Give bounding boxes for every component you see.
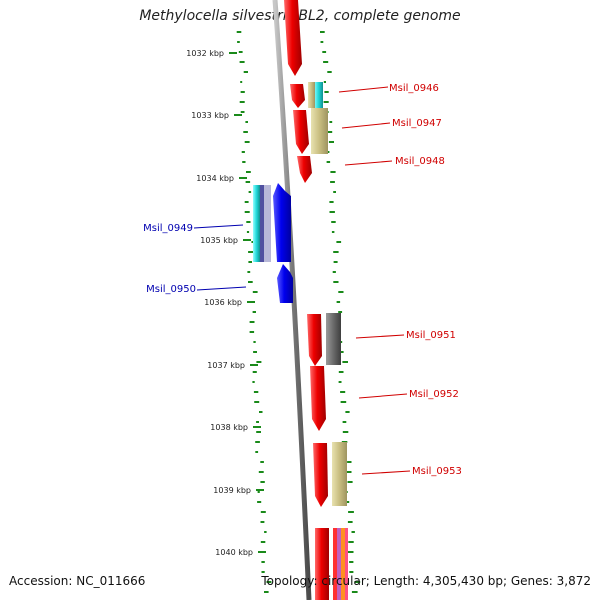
gene-arrow-forward[interactable] [313, 443, 328, 507]
ruler-tick: 1035 kbp [200, 236, 251, 245]
feature-block-gray[interactable] [326, 313, 341, 365]
ruler-tick-label: 1034 kbp [196, 174, 234, 183]
feature-block-multicolor[interactable] [341, 528, 345, 600]
gene-label-msil-0953[interactable]: Msil_0953 [412, 466, 462, 477]
label-leader-line [344, 160, 393, 166]
ruler-tick: 1036 kbp [204, 298, 255, 307]
ruler-tick-label: 1032 kbp [186, 49, 224, 58]
ruler-tick-label: 1037 kbp [207, 361, 245, 370]
accession-text: Accession: NC_011666 [9, 574, 146, 588]
label-leader-line [196, 286, 247, 291]
feature-block-khaki[interactable] [332, 442, 347, 506]
ruler: 1032 kbp 1033 kbp 1034 kbp 1035 kbp 1036… [186, 49, 266, 557]
gene-arrow-forward[interactable] [290, 84, 305, 108]
label-leader-line [361, 470, 411, 475]
gene-arrow-reverse[interactable] [277, 264, 293, 303]
feature-block-purple[interactable] [260, 185, 264, 262]
gene-label-msil-0952[interactable]: Msil_0952 [409, 389, 459, 400]
feature-block-khaki[interactable] [308, 82, 315, 108]
feature-block-lavender[interactable] [264, 185, 271, 262]
feature-block-multicolor[interactable] [333, 528, 337, 600]
label-leader-line [338, 86, 389, 93]
gene-arrow-forward[interactable] [310, 366, 326, 431]
ruler-tick-label: 1035 kbp [200, 236, 238, 245]
ruler-tick: 1034 kbp [196, 174, 247, 183]
ruler-tick: 1032 kbp [186, 49, 237, 58]
gene-arrow-forward[interactable] [297, 156, 312, 183]
ruler-tick-label: 1038 kbp [210, 423, 248, 432]
gene-label-msil-0950[interactable]: Msil_0950 [146, 284, 196, 295]
map-title: Methylocella silvestris BL2, complete ge… [139, 8, 461, 24]
label-leader-line [358, 393, 408, 399]
feature-block-cyan[interactable] [253, 185, 260, 262]
ruler-tick: 1037 kbp [207, 361, 258, 370]
gene-labels: Msil_0946 Msil_0947 Msil_0948 Msil_0949 … [143, 83, 462, 477]
ruler-tick: 1038 kbp [210, 423, 261, 432]
feature-block-multicolor[interactable] [345, 528, 348, 600]
gene-arrow-forward[interactable] [307, 314, 322, 366]
ruler-tick: 1039 kbp [213, 486, 264, 495]
label-leader-line [341, 122, 391, 129]
gene-arrow-forward[interactable] [293, 110, 309, 154]
reverse-strand-genes [253, 183, 293, 303]
ruler-tick-label: 1033 kbp [191, 111, 229, 120]
gene-label-msil-0949[interactable]: Msil_0949 [143, 223, 193, 234]
gene-arrow-forward[interactable] [284, 0, 302, 76]
ruler-tick-label: 1040 kbp [215, 548, 253, 557]
ruler-tick: 1033 kbp [191, 111, 242, 120]
feature-block-multicolor[interactable] [337, 528, 341, 600]
genome-summary-text: Topology: circular; Length: 4,305,430 bp… [261, 574, 591, 588]
gene-arrow-forward[interactable] [315, 528, 329, 600]
gene-arrow-reverse[interactable] [273, 183, 291, 262]
feature-block-cyan[interactable] [314, 82, 323, 108]
gene-label-msil-0946[interactable]: Msil_0946 [389, 83, 439, 94]
gc-skew-right-track [320, 31, 361, 593]
forward-strand-genes [284, 0, 348, 600]
label-leader-line [193, 224, 244, 229]
gene-label-msil-0947[interactable]: Msil_0947 [392, 118, 442, 129]
genome-backbone [272, 0, 312, 600]
feature-block-khaki[interactable] [311, 108, 328, 154]
label-leader-line [355, 334, 405, 339]
ruler-tick-label: 1039 kbp [213, 486, 251, 495]
ruler-tick: 1040 kbp [215, 548, 266, 557]
gene-label-msil-0948[interactable]: Msil_0948 [395, 156, 445, 167]
gene-label-msil-0951[interactable]: Msil_0951 [406, 330, 456, 341]
ruler-tick-label: 1036 kbp [204, 298, 242, 307]
